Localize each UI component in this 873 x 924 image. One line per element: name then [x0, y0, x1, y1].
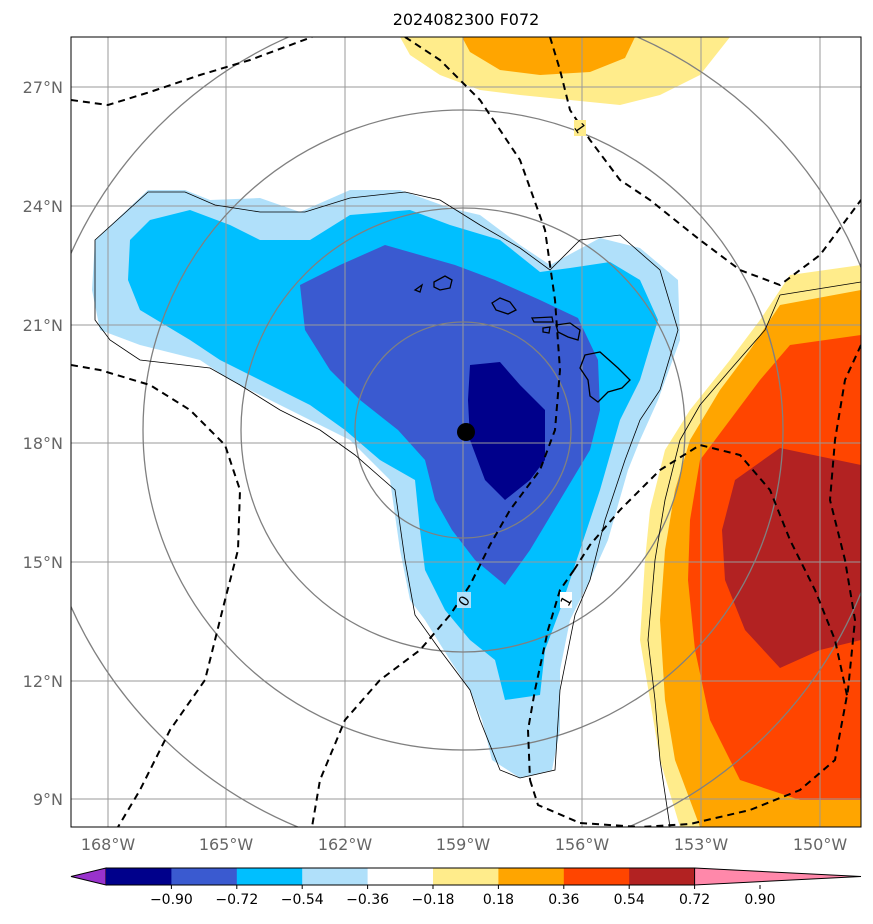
anomaly-fill-orange-north: [462, 37, 635, 75]
thin-contours: [94, 191, 861, 827]
colorbar-tick-label: 0.54: [614, 892, 645, 908]
colorbar-segment: [563, 868, 630, 885]
anomaly-fill-royal-blue: [300, 245, 600, 585]
latitude-tick-labels: 27°N 24°N 21°N 18°N 15°N 12°N 9°N: [23, 78, 63, 809]
map-frame: [70, 36, 862, 828]
colorbar-tick-label: −0.54: [281, 892, 324, 908]
lat-tick-label: 9°N: [33, 790, 63, 809]
lat-tick-label: 12°N: [23, 672, 63, 691]
island-molokai: [530, 316, 554, 323]
colorbar-segment: [498, 868, 565, 885]
lon-tick-label: 165°W: [199, 835, 254, 854]
lon-tick-label: 153°W: [674, 835, 729, 854]
anomaly-fill-dark-red: [722, 448, 861, 668]
island-niihau: [413, 283, 424, 293]
range-rings: [71, 37, 861, 827]
island-lanai: [542, 326, 551, 334]
colorbar-extend-high: [694, 867, 862, 886]
colorbar-tick-label: 0.90: [744, 892, 775, 908]
colorbar-segment: [302, 868, 369, 885]
colorbar: −0.90 −0.72 −0.54 −0.36 −0.18 0.18 0.36 0.54 0.7…: [70, 867, 862, 908]
storm-center-marker: [457, 423, 475, 441]
colorbar-tick-label: 0.36: [548, 892, 579, 908]
lon-tick-label: 159°W: [436, 835, 491, 854]
colorbar-tick-label: −0.72: [215, 892, 258, 908]
dashed-contours: [71, 37, 861, 827]
colorbar-tick-label: 0.18: [483, 892, 514, 908]
map-area: 1 0 1: [71, 37, 861, 827]
colorbar-tick-label: 0.72: [679, 892, 710, 908]
colorbar-extend-low: [70, 867, 107, 886]
colorbar-tick-label: −0.18: [412, 892, 455, 908]
lon-tick-label: 150°W: [793, 835, 848, 854]
colorbar-segment: [629, 868, 696, 885]
colorbar-segment: [367, 868, 434, 885]
island-maui: [555, 322, 581, 341]
lat-tick-label: 15°N: [23, 553, 63, 572]
island-oahu: [491, 297, 517, 315]
map-title: 2024082300 F072: [393, 10, 540, 29]
colorbar-segment: [106, 868, 172, 885]
lat-tick-label: 24°N: [23, 197, 63, 216]
lon-tick-label: 162°W: [318, 835, 373, 854]
colorbar-tick-label: −0.36: [346, 892, 389, 908]
lat-tick-label: 21°N: [23, 316, 63, 335]
longitude-tick-labels: 168°W 165°W 162°W 159°W 156°W 153°W 150°W: [81, 835, 848, 854]
colorbar-outline: [106, 867, 695, 886]
lon-tick-label: 156°W: [555, 835, 610, 854]
colorbar-tick-label: −0.90: [150, 892, 193, 908]
lat-tick-label: 18°N: [23, 434, 63, 453]
anomaly-fill-navy: [468, 362, 545, 500]
lat-tick-label: 27°N: [23, 78, 63, 97]
colorbar-segment: [171, 868, 238, 885]
lon-tick-label: 168°W: [81, 835, 136, 854]
island-big-island: [579, 351, 631, 403]
contour-labels: 1 0 1: [456, 120, 588, 610]
colorbar-segment: [236, 868, 303, 885]
hawaii-islands: [413, 275, 631, 403]
colorbar-segment: [433, 868, 499, 885]
island-kauai: [433, 275, 453, 291]
